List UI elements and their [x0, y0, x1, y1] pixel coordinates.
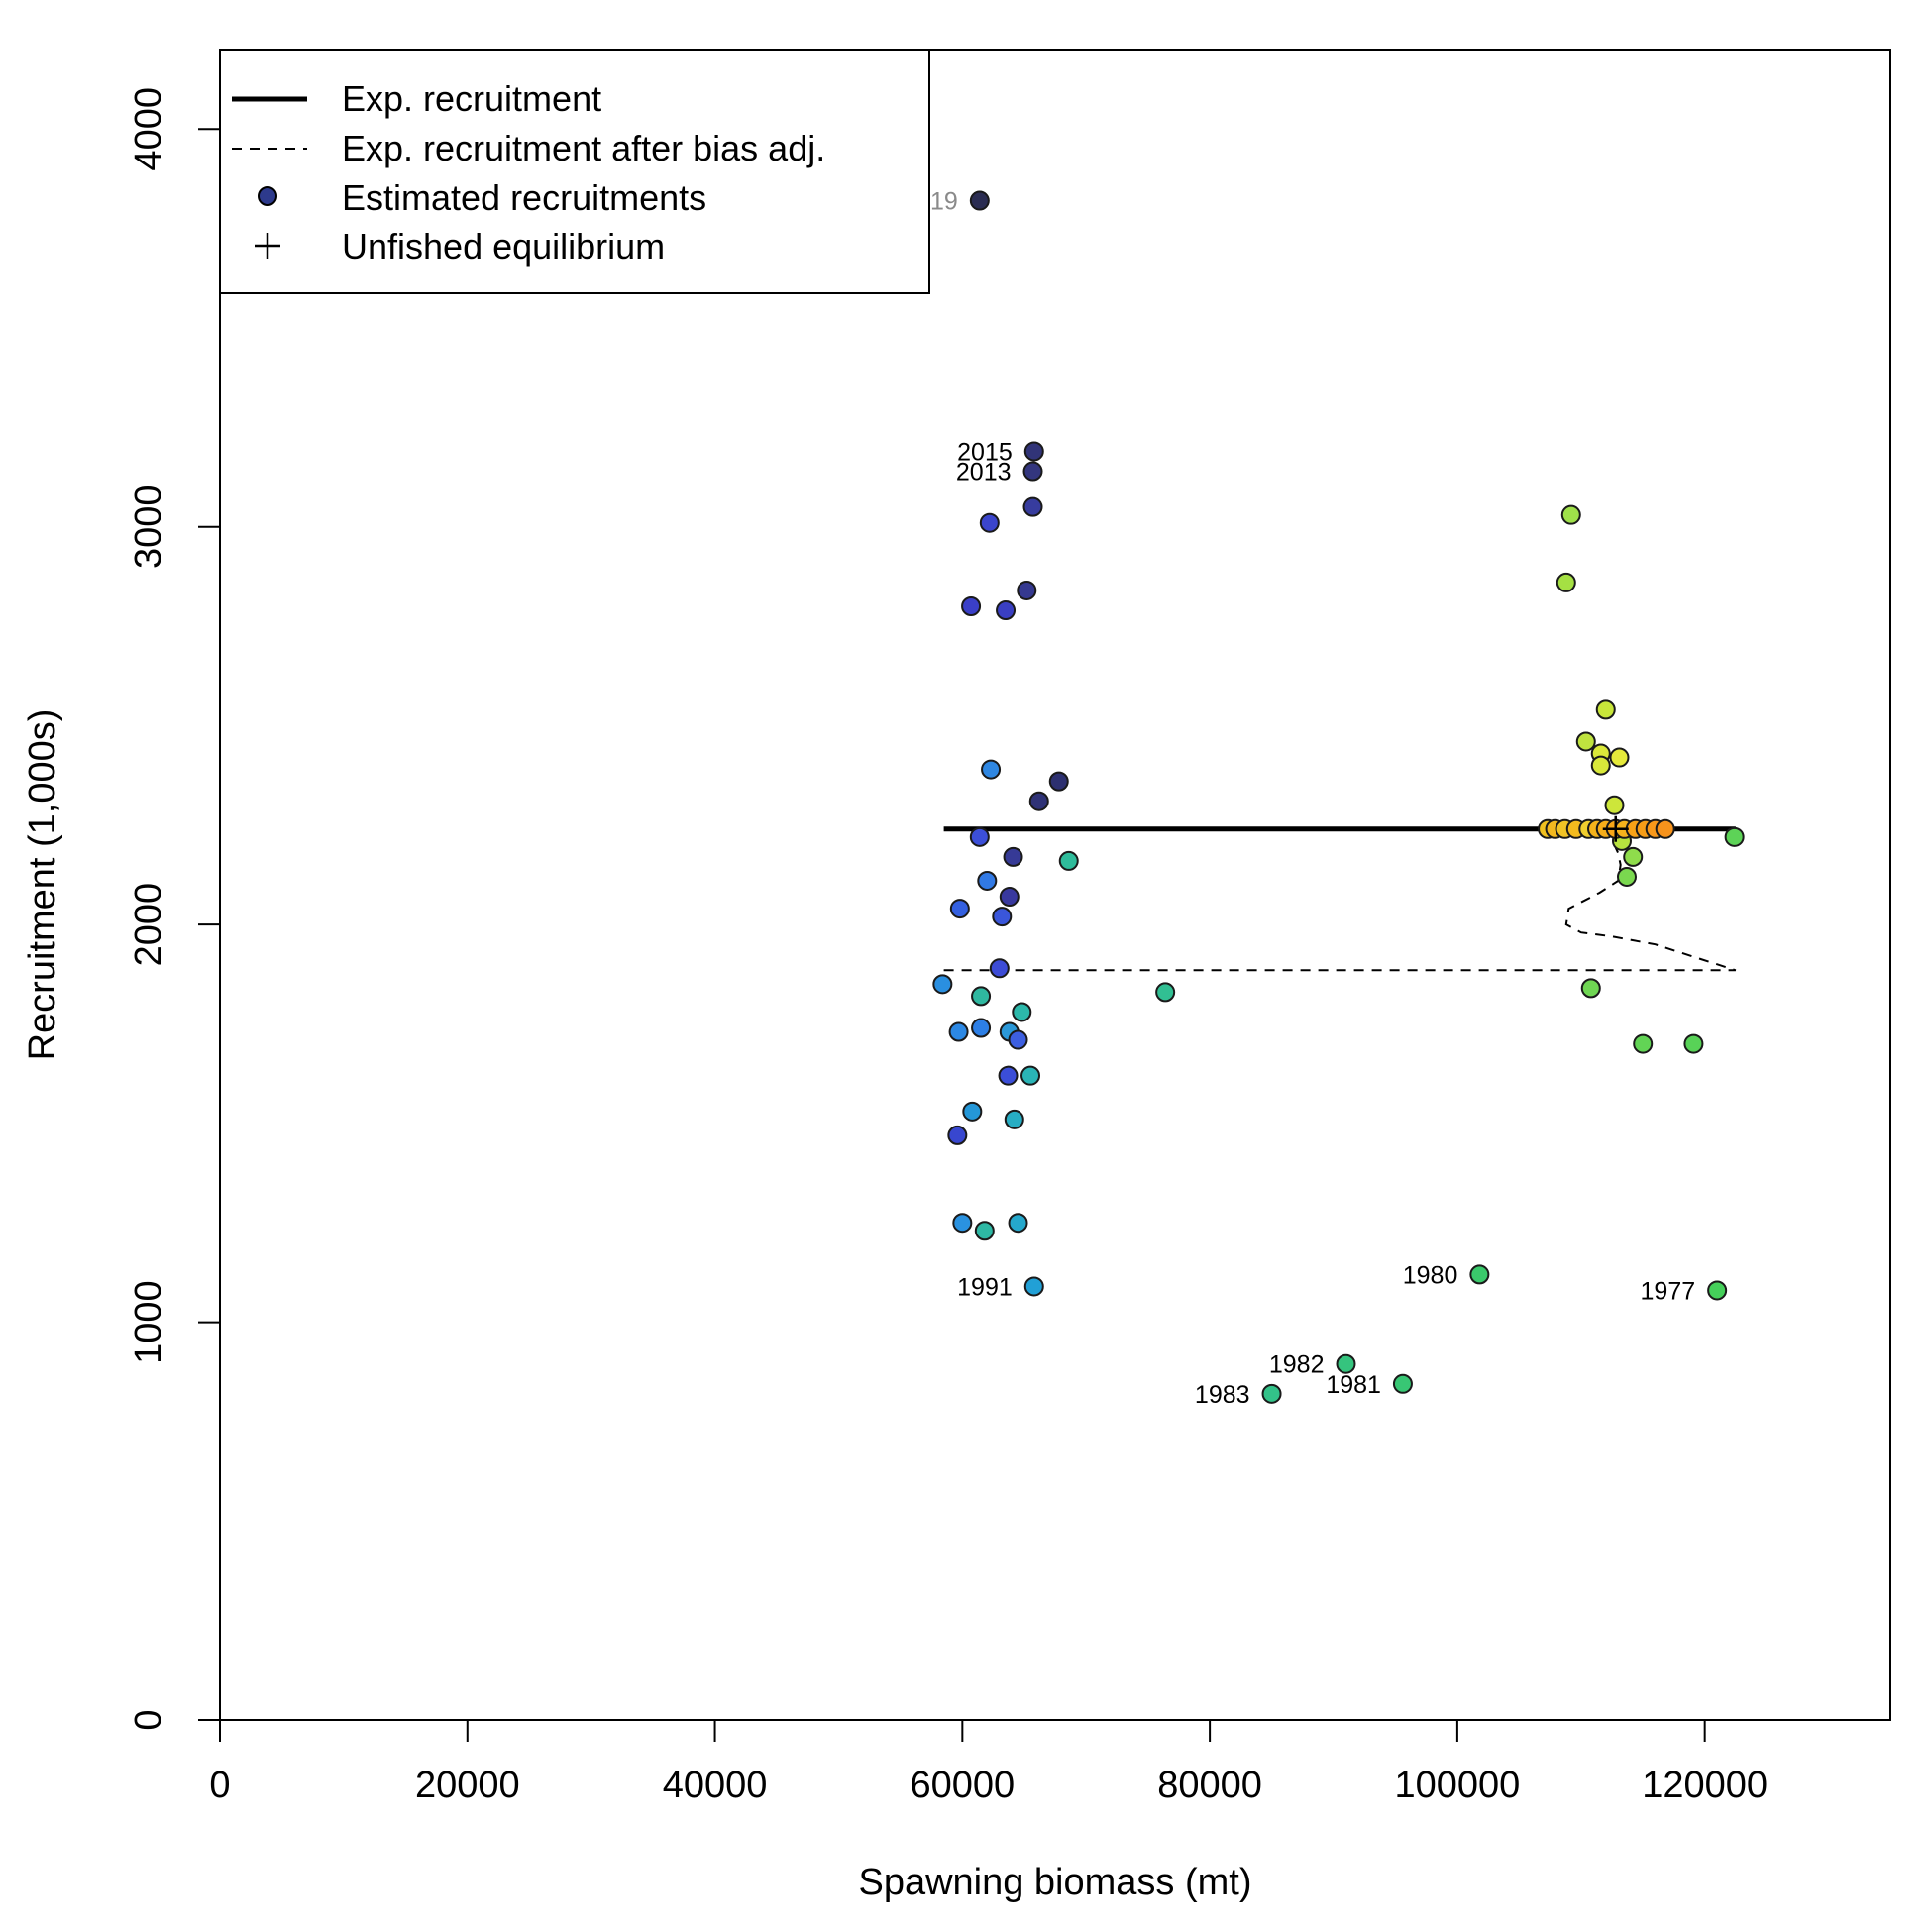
point-label: 2015	[957, 438, 1013, 466]
recruitment-point	[1623, 846, 1644, 867]
legend: Exp. recruitment Exp. recruitment after …	[219, 49, 930, 294]
recruitment-point	[932, 974, 953, 995]
recruitment-point	[998, 1065, 1019, 1086]
recruitment-point	[1556, 572, 1576, 592]
point-label: 1980	[1403, 1261, 1458, 1289]
recruitment-point	[1633, 1033, 1654, 1054]
recruitment-point	[1655, 818, 1675, 839]
recruitment-point	[1028, 791, 1049, 811]
recruitment-point	[1022, 461, 1043, 482]
legend-label-estimated-recruitments: Estimated recruitments	[342, 177, 706, 218]
recruitment-point	[1008, 1029, 1028, 1050]
y-tick-label: 4000	[128, 87, 169, 171]
point-label: 2013	[956, 459, 1012, 486]
recruitment-point	[1560, 504, 1581, 525]
point-label: 1983	[1195, 1381, 1250, 1409]
x-tick-label: 100000	[1394, 1765, 1520, 1806]
recruitment-point	[1020, 1065, 1041, 1086]
recruitment-point	[979, 512, 1000, 533]
recruitment-point	[1392, 1373, 1413, 1394]
recruitment-point	[992, 907, 1013, 927]
legend-point-symbol	[258, 186, 277, 206]
recruitment-point	[1004, 1109, 1024, 1129]
recruitment-point	[971, 986, 992, 1007]
x-tick-label: 0	[209, 1765, 230, 1806]
recruitment-point	[996, 600, 1017, 621]
legend-label-exp-recruitment-bias-adj: Exp. recruitment after bias adj.	[342, 128, 825, 168]
recruitment-point	[1023, 1276, 1044, 1297]
recruitment-point	[961, 596, 982, 616]
y-tick-label: 1000	[128, 1280, 169, 1364]
recruitment-point	[1336, 1353, 1356, 1374]
recruitment-point	[1724, 826, 1745, 847]
y-tick-label: 0	[128, 1709, 169, 1730]
recruitment-point	[947, 1125, 968, 1145]
recruitment-point	[1003, 846, 1023, 867]
recruitment-point	[962, 1101, 983, 1122]
x-tick-label: 60000	[910, 1765, 1015, 1806]
legend-box	[219, 49, 930, 294]
point-label: 1981	[1326, 1371, 1381, 1399]
recruitment-point	[948, 1021, 969, 1042]
x-axis-title: Spawning biomass (mt)	[858, 1862, 1251, 1903]
estimated-recruitment-points	[932, 190, 1745, 1404]
recruitment-point	[977, 870, 998, 891]
point-label: 1982	[1269, 1351, 1325, 1379]
recruitment-point	[952, 1213, 973, 1234]
recruitment-point	[974, 1221, 995, 1241]
recruitment-point	[1590, 755, 1611, 776]
x-tick-label: 80000	[1157, 1765, 1262, 1806]
recruitment-point	[1012, 1002, 1032, 1022]
legend-plus-symbol	[255, 233, 280, 259]
recruitment-point	[969, 190, 990, 211]
recruitment-point	[1575, 731, 1596, 752]
recruitment-point	[989, 958, 1010, 979]
recruitment-point	[1595, 699, 1616, 720]
recruitment-point	[1022, 496, 1043, 517]
recruitment-point	[971, 1018, 992, 1038]
expected-recruitment-lines	[943, 826, 1737, 972]
recruitment-point	[1155, 982, 1176, 1003]
recruitment-point	[1469, 1264, 1490, 1285]
exp-recruitment-bias-adj-line	[943, 836, 1737, 972]
y-tick-label: 3000	[128, 484, 169, 569]
recruitment-point	[949, 899, 970, 919]
recruitment-point	[1008, 1213, 1028, 1234]
x-tick-label: 120000	[1642, 1765, 1768, 1806]
point-label: 1977	[1641, 1277, 1696, 1305]
recruitment-point	[981, 759, 1002, 780]
recruitment-point	[1616, 866, 1637, 887]
unfished-equilibrium-marker	[1602, 815, 1629, 842]
legend-label-unfished-equilibrium: Unfished equilibrium	[342, 226, 665, 267]
recruitment-point	[1683, 1033, 1704, 1054]
y-axis-title: Recruitment (1,000s)	[22, 709, 63, 1061]
recruitment-point	[999, 887, 1020, 908]
recruitment-point	[969, 826, 990, 847]
recruitment-point	[1609, 747, 1630, 768]
recruitment-point	[1017, 580, 1037, 600]
recruitment-point	[1048, 771, 1069, 792]
x-tick-label: 20000	[415, 1765, 520, 1806]
x-tick-label: 40000	[663, 1765, 768, 1806]
point-label: 1991	[957, 1273, 1013, 1301]
recruitment-point	[1023, 441, 1044, 462]
recruitment-point	[1707, 1280, 1728, 1301]
recruitment-point	[1261, 1383, 1282, 1404]
y-tick-label: 2000	[128, 883, 169, 967]
plot-frame	[219, 49, 1891, 1721]
recruitment-point	[1604, 795, 1625, 815]
recruitment-point	[1058, 850, 1079, 871]
recruitment-point	[1580, 978, 1601, 999]
legend-label-exp-recruitment: Exp. recruitment	[342, 78, 601, 119]
axes: 0 20000 40000 60000 80000 100000 120000 0 1000 20…	[128, 87, 1768, 1806]
